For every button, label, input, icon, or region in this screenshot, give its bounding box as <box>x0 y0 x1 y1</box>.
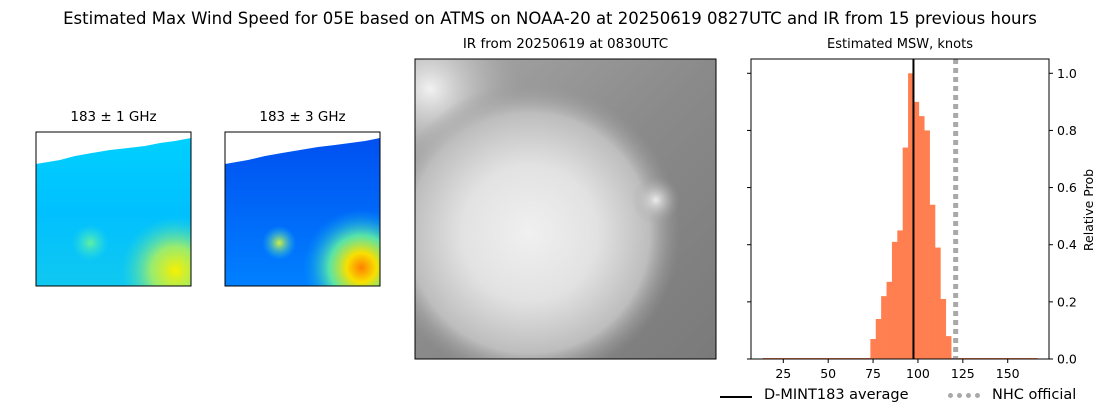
x-tick-label: 50 <box>820 366 836 381</box>
legend-average-label: D-MINT183 average <box>764 387 909 403</box>
legend-average-swatch <box>720 396 752 398</box>
x-tick-label: 150 <box>996 366 1020 381</box>
hist-ticks: 25 50 75 100 125 150 0.0 0.2 0.4 0.6 0.8 1.0 <box>747 66 1077 381</box>
hist-bar <box>875 319 882 359</box>
hist-bar <box>924 130 930 359</box>
hist-bar <box>886 281 893 359</box>
hist-bar <box>945 336 952 359</box>
hist-bar <box>897 230 903 359</box>
hist-bar <box>902 147 909 359</box>
y-tick-label: 1.0 <box>1057 66 1077 81</box>
x-tick-label: 125 <box>951 366 975 381</box>
hist-bar <box>913 101 920 359</box>
mw1-image <box>36 132 191 286</box>
y-tick-label: 0.2 <box>1057 294 1077 309</box>
mw1-panel-title: 183 ± 1 GHz <box>70 109 157 125</box>
hist-frame <box>750 58 1050 360</box>
legend: D-MINT183 average NHC official <box>720 387 1090 407</box>
mw3-frame <box>224 131 381 287</box>
legend-official-label: NHC official <box>992 387 1077 403</box>
hist-bar <box>908 73 914 360</box>
hist-bars <box>762 73 1038 360</box>
hist-panel-title: Estimated MSW, knots <box>827 37 973 52</box>
hist-bar <box>881 296 887 359</box>
y-tick-label: 0.0 <box>1057 352 1077 367</box>
hist-bar <box>870 339 877 359</box>
y-tick-label: 0.6 <box>1057 180 1077 195</box>
hist-bar <box>891 241 898 359</box>
y-tick-label: 0.4 <box>1057 237 1077 252</box>
mw3-panel-title: 183 ± 3 GHz <box>259 109 346 125</box>
figure-title: Estimated Max Wind Speed for 05E based o… <box>63 9 1037 28</box>
hist-bar <box>935 247 941 359</box>
x-tick-label: 100 <box>906 366 930 381</box>
mw3-image <box>225 132 380 286</box>
legend-official-swatch <box>948 393 980 398</box>
hist-ylabel: Relative Prob <box>1081 169 1096 251</box>
mw1-frame <box>35 131 192 287</box>
ir-image <box>415 59 716 359</box>
hist-bar <box>940 299 947 359</box>
hist-bar <box>929 204 936 359</box>
hist-bar <box>918 116 925 360</box>
ir-frame <box>414 58 717 360</box>
y-tick-label: 0.8 <box>1057 123 1077 138</box>
x-tick-label: 75 <box>865 366 881 381</box>
x-tick-label: 25 <box>775 366 791 381</box>
ir-panel-title: IR from 20250619 at 0830UTC <box>462 36 669 52</box>
